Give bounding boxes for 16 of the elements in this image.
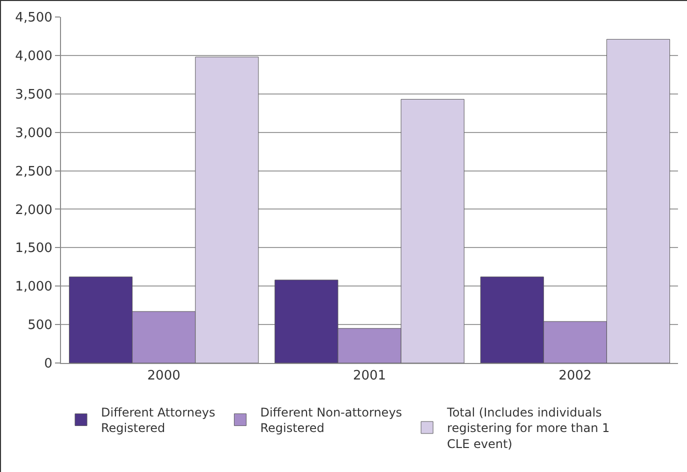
y-tick-label: 2,500 xyxy=(15,164,52,180)
x-tick-label: 2002 xyxy=(558,368,592,384)
legend-label: Total (Includes individuals registering for more than 1 CLE event) xyxy=(446,406,610,451)
y-tick-label: 0 xyxy=(44,356,52,372)
y-tick-label: 2,000 xyxy=(15,202,52,218)
y-tick-label: 4,500 xyxy=(15,10,52,26)
x-tick-label: 2001 xyxy=(352,368,386,384)
y-tick-label: 3,000 xyxy=(15,126,52,141)
y-tick-label: 4,000 xyxy=(15,48,52,64)
legend-label: Different Non-attorneys Registered xyxy=(260,406,402,436)
legend-label: Different Attorneys Registered xyxy=(101,406,216,436)
y-tick-label: 1,500 xyxy=(15,241,52,256)
y-tick-label: 3,500 xyxy=(15,87,52,102)
y-tick-label: 1,000 xyxy=(15,280,52,295)
y-tick-label: 500 xyxy=(28,318,52,334)
x-tick-label: 2000 xyxy=(147,368,180,384)
